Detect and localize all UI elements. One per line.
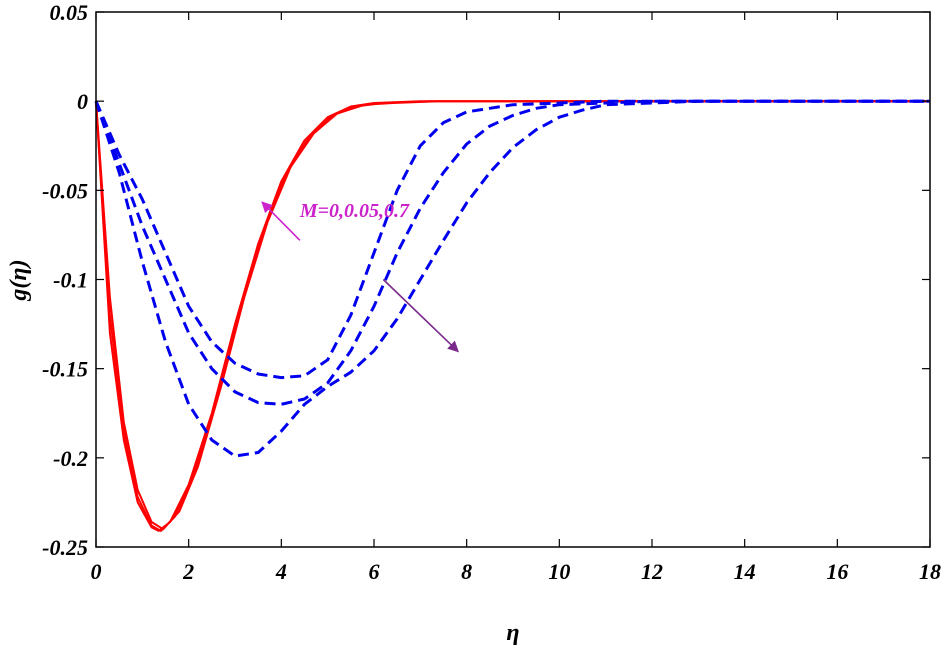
series-line-1 [95, 100, 930, 532]
y-tick-label: 0.05 [50, 0, 89, 25]
series-line-3 [95, 100, 930, 531]
annotation-arrow-left [261, 201, 301, 241]
x-tick-label: 4 [275, 559, 287, 584]
series-line-2 [95, 100, 930, 532]
y-tick-label: -0.15 [42, 357, 88, 382]
y-tick-label: -0.05 [42, 178, 88, 203]
annotation-arrow-right [382, 278, 460, 353]
x-tick-label: 0 [91, 559, 102, 584]
series-line-5 [94, 99, 930, 406]
x-axis-title: η [506, 620, 519, 646]
y-tick-label: -0.2 [53, 446, 88, 471]
tick-layer: 0 2 4 6 8 10 12 14 16 18 0.05 0 -0.05 -0.1 -0.15 -0.2 -0… [42, 0, 941, 584]
x-tick-label: 14 [734, 559, 756, 584]
series-line-4 [94, 99, 930, 380]
series-layer [94, 99, 930, 532]
x-tick-label: 16 [826, 559, 848, 584]
x-tick-label: 10 [548, 559, 570, 584]
y-tick-label: 0 [77, 89, 88, 114]
x-tick-label: 12 [641, 559, 663, 584]
x-tick-label: 2 [182, 559, 194, 584]
annotation-label: M=0,0.05,0.7 [299, 200, 410, 222]
x-tick-label: 18 [919, 559, 941, 584]
y-tick-label: -0.1 [53, 268, 88, 293]
y-tick-label: -0.25 [42, 535, 88, 560]
x-tick-label: 6 [369, 559, 380, 584]
annotation-layer: M=0,0.05,0.7 [261, 200, 460, 353]
y-axis-title: g(η) [6, 259, 32, 301]
series-line-6 [94, 99, 930, 458]
plot-frame [95, 11, 931, 548]
x-tick-label: 8 [461, 559, 472, 584]
